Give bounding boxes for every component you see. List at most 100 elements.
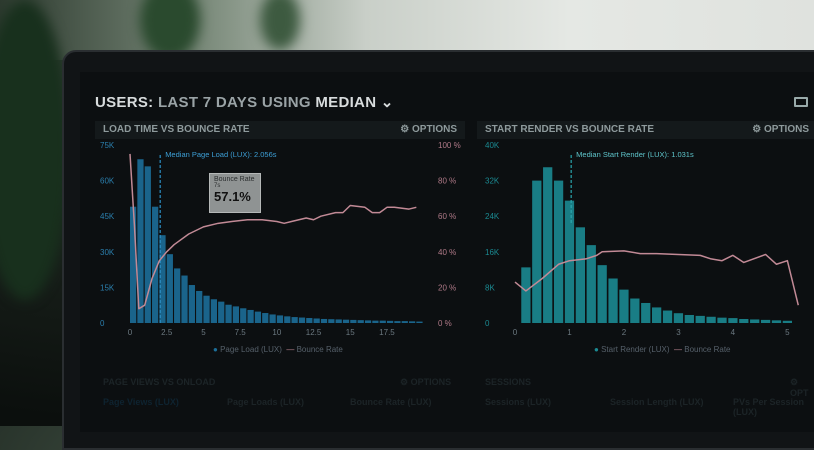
- histogram-bar: [328, 319, 335, 323]
- column-header[interactable]: Session Length (LUX): [610, 397, 704, 407]
- bounce-rate-line: [514, 250, 800, 306]
- y2-tick-label: 100 %: [438, 141, 461, 150]
- median-annotation: Median Start Render (LUX): 1.031s: [576, 150, 694, 159]
- options-button[interactable]: ⚙ OPTIONS: [400, 124, 457, 135]
- histogram-bar: [521, 267, 531, 323]
- x-tick-label: 3: [676, 328, 681, 337]
- x-tick-label: 4: [731, 328, 736, 337]
- y2-tick-label: 60 %: [438, 212, 456, 221]
- y2-tick-label: 40 %: [438, 248, 456, 257]
- legend-item[interactable]: Bounce Rate: [296, 345, 343, 354]
- x-tick-label: 5: [785, 328, 790, 337]
- histogram-bar: [306, 318, 313, 323]
- title-range: LAST 7 DAYS: [157, 94, 258, 111]
- column-header[interactable]: Bounce Rate (LUX): [350, 397, 432, 407]
- panel-title: LOAD TIME VS BOUNCE RATE: [103, 124, 250, 135]
- histogram-bar: [203, 295, 210, 323]
- histogram-bar: [771, 320, 782, 323]
- x-tick-label: 0: [513, 328, 518, 337]
- legend-right: ● Start Render (LUX) — Bounce Rate: [594, 345, 731, 354]
- y-tick-label: 60K: [100, 177, 115, 186]
- median-annotation: Median Page Load (LUX): 2.056s: [165, 150, 277, 159]
- panel-title: START RENDER VS BOUNCE RATE: [485, 124, 655, 135]
- column-header[interactable]: Sessions (LUX): [485, 397, 552, 407]
- histogram-bar: [269, 314, 276, 323]
- histogram-bar: [684, 314, 694, 323]
- legend-item[interactable]: Start Render (LUX): [601, 345, 670, 354]
- histogram-bar: [232, 306, 240, 323]
- histogram-bar: [218, 301, 225, 323]
- panel-title-pageviews: PAGE VIEWS VS ONLOAD: [103, 377, 216, 387]
- monitor-icon[interactable]: [794, 97, 808, 107]
- histogram-bar: [597, 265, 607, 323]
- histogram-bar: [247, 309, 254, 323]
- y-tick-label: 0: [485, 319, 490, 328]
- histogram-bar: [408, 321, 416, 323]
- histogram-bar: [782, 320, 793, 323]
- histogram-bar: [575, 227, 586, 323]
- column-header[interactable]: Page Views (LUX): [103, 397, 179, 407]
- title-stat: MEDIAN: [315, 94, 377, 111]
- histogram-bar: [181, 275, 188, 323]
- histogram-bar: [532, 180, 542, 323]
- plant-leaf: [260, 0, 300, 50]
- histogram-bar: [564, 200, 575, 323]
- histogram-bar: [630, 298, 640, 323]
- tooltip-label: Bounce Rate: [214, 176, 255, 183]
- legend-dot-icon: ●: [213, 345, 218, 354]
- histogram-bar: [750, 319, 760, 323]
- y2-tick-label: 0 %: [438, 319, 452, 328]
- y-tick-label: 40K: [485, 141, 500, 150]
- plant-leaf: [0, 0, 70, 300]
- panel-header-start-render: START RENDER VS BOUNCE RATE ⚙ OPTIONS: [477, 121, 814, 139]
- title-prefix: USERS:: [95, 94, 154, 111]
- legend-item[interactable]: Bounce Rate: [684, 345, 731, 354]
- panel-header-load-time: LOAD TIME VS BOUNCE RATE ⚙ OPTIONS: [95, 121, 465, 139]
- y-tick-label: 8K: [485, 283, 495, 292]
- histogram-bar: [619, 289, 629, 323]
- legend-item[interactable]: Page Load (LUX): [220, 345, 282, 354]
- legend-line-icon: —: [674, 345, 682, 354]
- histogram-bar: [364, 320, 372, 323]
- tooltip-value: 57.1%: [214, 189, 251, 204]
- column-header[interactable]: Page Loads (LUX): [227, 397, 305, 407]
- column-header[interactable]: PVs Per Session (LUX): [733, 397, 805, 417]
- histogram-bar: [342, 319, 350, 323]
- histogram-bar: [284, 316, 291, 323]
- histogram-bar: [240, 308, 247, 323]
- histogram-bar: [152, 206, 159, 323]
- y-tick-label: 24K: [485, 212, 500, 221]
- x-tick-label: 12.5: [306, 328, 322, 337]
- y-tick-label: 75K: [100, 141, 115, 150]
- chevron-down-icon[interactable]: ⌄: [380, 94, 394, 111]
- histogram-bar: [394, 321, 401, 323]
- x-tick-label: 0: [128, 328, 133, 337]
- tooltip-sub: 7s: [214, 183, 221, 189]
- histogram-bar: [298, 317, 306, 323]
- bounce-rate-line: [129, 153, 417, 310]
- options-button[interactable]: ⚙ OPT: [790, 377, 809, 398]
- histogram-bar: [276, 315, 284, 323]
- x-tick-label: 17.5: [379, 328, 395, 337]
- y-tick-label: 0: [100, 319, 105, 328]
- histogram-bar: [196, 290, 203, 323]
- histogram-bar: [662, 310, 673, 323]
- y-tick-label: 45K: [100, 212, 115, 221]
- histogram-bar: [210, 299, 217, 323]
- y-tick-label: 30K: [100, 248, 115, 257]
- histogram-bar: [717, 317, 727, 323]
- histogram-bar: [144, 166, 151, 323]
- histogram-bar: [137, 159, 144, 323]
- panel-title-sessions: SESSIONS: [485, 377, 532, 387]
- options-button[interactable]: ⚙ OPTIONS: [400, 377, 452, 387]
- histogram-bar: [739, 318, 749, 323]
- y-tick-label: 16K: [485, 248, 500, 257]
- histogram-bar: [225, 304, 232, 323]
- histogram-bar: [586, 245, 596, 323]
- page-title[interactable]: USERS: LAST 7 DAYS USING MEDIAN ⌄: [95, 93, 394, 111]
- x-tick-label: 5: [201, 328, 206, 337]
- histogram-bar: [372, 320, 379, 323]
- x-tick-label: 1: [567, 328, 572, 337]
- options-button[interactable]: ⚙ OPTIONS: [752, 124, 809, 135]
- histogram-bar: [695, 315, 705, 323]
